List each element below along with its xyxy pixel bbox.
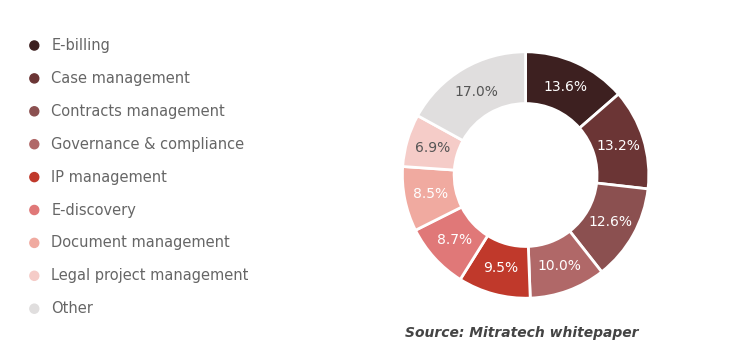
- Text: 17.0%: 17.0%: [455, 85, 499, 99]
- Text: Source: Mitratech whitepaper: Source: Mitratech whitepaper: [405, 326, 639, 340]
- Text: E-billing: E-billing: [51, 38, 110, 53]
- Text: 13.6%: 13.6%: [544, 80, 588, 94]
- Text: 8.7%: 8.7%: [437, 233, 472, 247]
- Text: Case management: Case management: [51, 71, 191, 86]
- Wedge shape: [415, 207, 488, 279]
- Wedge shape: [460, 236, 530, 298]
- Text: Other: Other: [51, 301, 93, 316]
- Text: E-discovery: E-discovery: [51, 203, 137, 217]
- Text: Legal project management: Legal project management: [51, 268, 249, 283]
- Circle shape: [30, 271, 39, 280]
- Wedge shape: [418, 52, 526, 141]
- Text: 6.9%: 6.9%: [415, 141, 450, 155]
- Circle shape: [30, 140, 39, 149]
- Wedge shape: [580, 94, 649, 189]
- Wedge shape: [526, 52, 618, 128]
- Circle shape: [30, 107, 39, 116]
- Circle shape: [30, 41, 39, 50]
- Text: 9.5%: 9.5%: [483, 261, 518, 275]
- Text: 12.6%: 12.6%: [588, 215, 632, 229]
- Wedge shape: [569, 183, 648, 272]
- Text: Contracts management: Contracts management: [51, 104, 226, 119]
- Circle shape: [30, 173, 39, 182]
- Circle shape: [30, 238, 39, 247]
- Text: 8.5%: 8.5%: [413, 187, 448, 201]
- Circle shape: [30, 74, 39, 83]
- Text: 10.0%: 10.0%: [537, 259, 581, 273]
- Circle shape: [30, 205, 39, 215]
- Text: Document management: Document management: [51, 236, 230, 250]
- Text: 13.2%: 13.2%: [596, 139, 640, 153]
- Wedge shape: [402, 167, 462, 230]
- Wedge shape: [403, 116, 463, 170]
- Circle shape: [30, 304, 39, 313]
- Text: IP management: IP management: [51, 170, 167, 184]
- Wedge shape: [529, 231, 602, 298]
- Text: Governance & compliance: Governance & compliance: [51, 137, 245, 152]
